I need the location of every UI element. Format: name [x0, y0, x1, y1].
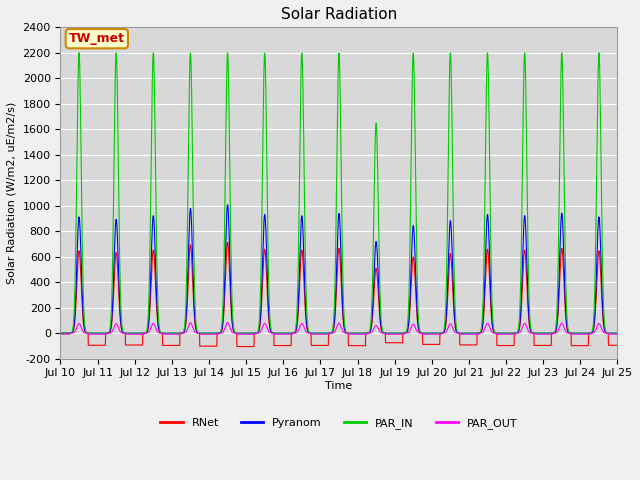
PAR_IN: [76, 50, 83, 56]
Line: PAR_IN: PAR_IN: [60, 53, 618, 333]
PAR_IN: [614, 330, 621, 336]
X-axis label: Time: Time: [325, 381, 353, 391]
PAR_OUT: [614, 330, 621, 336]
RNet: [501, 343, 509, 348]
PAR_OUT: [564, 330, 572, 336]
PAR_OUT: [501, 331, 509, 337]
PAR_IN: [355, 330, 363, 336]
RNet: [224, 240, 232, 245]
PAR_IN: [501, 330, 509, 336]
Pyranom: [367, 322, 375, 328]
Title: Solar Radiation: Solar Radiation: [281, 7, 397, 22]
PAR_OUT: [56, 331, 64, 337]
Pyranom: [501, 330, 509, 336]
PAR_IN: [580, 330, 588, 336]
RNet: [614, 342, 621, 348]
Y-axis label: Solar Radiation (W/m2, uE/m2/s): Solar Radiation (W/m2, uE/m2/s): [7, 102, 17, 284]
Line: RNet: RNet: [60, 242, 618, 347]
RNet: [580, 343, 588, 348]
Line: PAR_OUT: PAR_OUT: [60, 323, 618, 334]
RNet: [56, 330, 64, 336]
Pyranom: [580, 330, 588, 336]
Pyranom: [56, 330, 64, 336]
Pyranom: [564, 329, 572, 335]
Pyranom: [212, 330, 220, 336]
RNet: [368, 323, 376, 329]
Text: TW_met: TW_met: [69, 32, 125, 45]
RNet: [233, 344, 241, 349]
Line: Pyranom: Pyranom: [60, 205, 618, 333]
Pyranom: [355, 330, 363, 336]
PAR_OUT: [224, 320, 232, 325]
PAR_OUT: [212, 331, 220, 337]
PAR_OUT: [580, 331, 588, 337]
RNet: [212, 343, 220, 349]
PAR_IN: [564, 328, 572, 334]
PAR_OUT: [367, 330, 375, 336]
RNet: [356, 343, 364, 348]
PAR_IN: [56, 330, 64, 336]
PAR_IN: [212, 330, 220, 336]
RNet: [565, 330, 573, 336]
Pyranom: [224, 202, 232, 208]
Pyranom: [614, 330, 621, 336]
PAR_OUT: [355, 331, 363, 337]
PAR_IN: [367, 312, 375, 317]
Legend: RNet, Pyranom, PAR_IN, PAR_OUT: RNet, Pyranom, PAR_IN, PAR_OUT: [156, 414, 522, 434]
